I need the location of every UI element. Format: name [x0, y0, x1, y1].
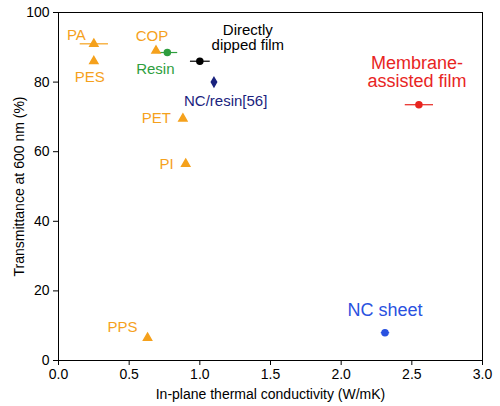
svg-text:1.0: 1.0	[190, 366, 210, 382]
svg-text:PES: PES	[75, 68, 105, 85]
svg-text:Membrane-assisted film: Membrane-assisted film	[367, 53, 466, 91]
svg-text:20: 20	[34, 282, 50, 298]
svg-text:In-plane thermal conductivity: In-plane thermal conductivity (W/mK)	[156, 386, 386, 402]
svg-text:NC sheet: NC sheet	[347, 300, 422, 320]
svg-text:Directlydipped film: Directlydipped film	[212, 21, 285, 53]
svg-text:60: 60	[34, 143, 50, 159]
svg-text:COP: COP	[136, 27, 169, 44]
svg-text:Resin: Resin	[136, 60, 174, 77]
svg-text:0: 0	[41, 352, 50, 368]
svg-text:2.5: 2.5	[402, 366, 422, 382]
svg-text:PET: PET	[142, 109, 171, 126]
svg-text:2.0: 2.0	[331, 366, 351, 382]
svg-text:1.5: 1.5	[261, 366, 281, 382]
svg-text:80: 80	[34, 74, 50, 90]
svg-text:0.0: 0.0	[49, 366, 69, 382]
svg-text:40: 40	[34, 213, 50, 229]
svg-text:0.5: 0.5	[119, 366, 139, 382]
svg-text:100: 100	[26, 4, 50, 20]
svg-text:PPS: PPS	[108, 318, 138, 335]
svg-text:PI: PI	[160, 155, 174, 172]
svg-text:3.0: 3.0	[473, 366, 493, 382]
svg-text:PA: PA	[67, 26, 86, 43]
svg-text:Transmittance at 600 nm (%): Transmittance at 600 nm (%)	[11, 97, 27, 277]
svg-text:NC/resin[56]: NC/resin[56]	[184, 92, 267, 109]
